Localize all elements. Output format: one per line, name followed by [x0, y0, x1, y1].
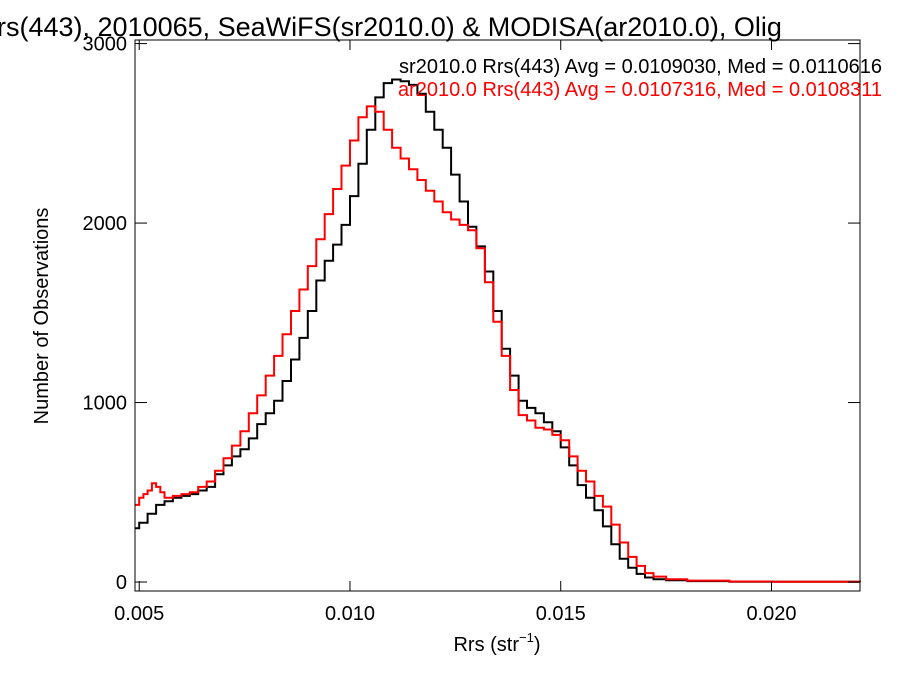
- x-tick-label: 0.010: [325, 603, 375, 625]
- plot-frame: [134, 39, 861, 592]
- chart-title: rs(443), 2010065, SeaWiFS(sr2010.0) & MO…: [0, 12, 782, 42]
- y-tick-label: 3000: [83, 34, 128, 56]
- series-ar2010.0-line: [135, 105, 861, 583]
- x-tick-label: 0.005: [114, 603, 164, 625]
- y-tick-label: 0: [116, 572, 127, 594]
- x-axis: 0.005 0.010 0.015 0.020: [114, 40, 797, 625]
- y-axis: 0 1000 2000 3000: [83, 34, 860, 594]
- series-layer: [135, 78, 861, 583]
- x-axis-label-unit-exponent: −1: [519, 630, 534, 645]
- series-sr2010.0-line: [135, 78, 861, 583]
- x-tick-label: 0.020: [746, 603, 796, 625]
- y-tick-label: 1000: [83, 393, 128, 415]
- x-tick-label: 0.015: [536, 603, 586, 625]
- x-axis-label-close: ): [534, 634, 541, 656]
- x-axis-label-main: Rrs (str: [453, 634, 519, 656]
- y-axis-label: Number of Observations: [31, 208, 53, 425]
- y-tick-label: 2000: [83, 213, 128, 235]
- legend-entry-sr2010: sr2010.0 Rrs(443) Avg = 0.0109030, Med =…: [399, 56, 882, 78]
- x-axis-label: Rrs (str−1): [453, 630, 540, 656]
- legend-entry-ar2010: ar2010.0 Rrs(443) Avg = 0.0107316, Med =…: [398, 79, 882, 101]
